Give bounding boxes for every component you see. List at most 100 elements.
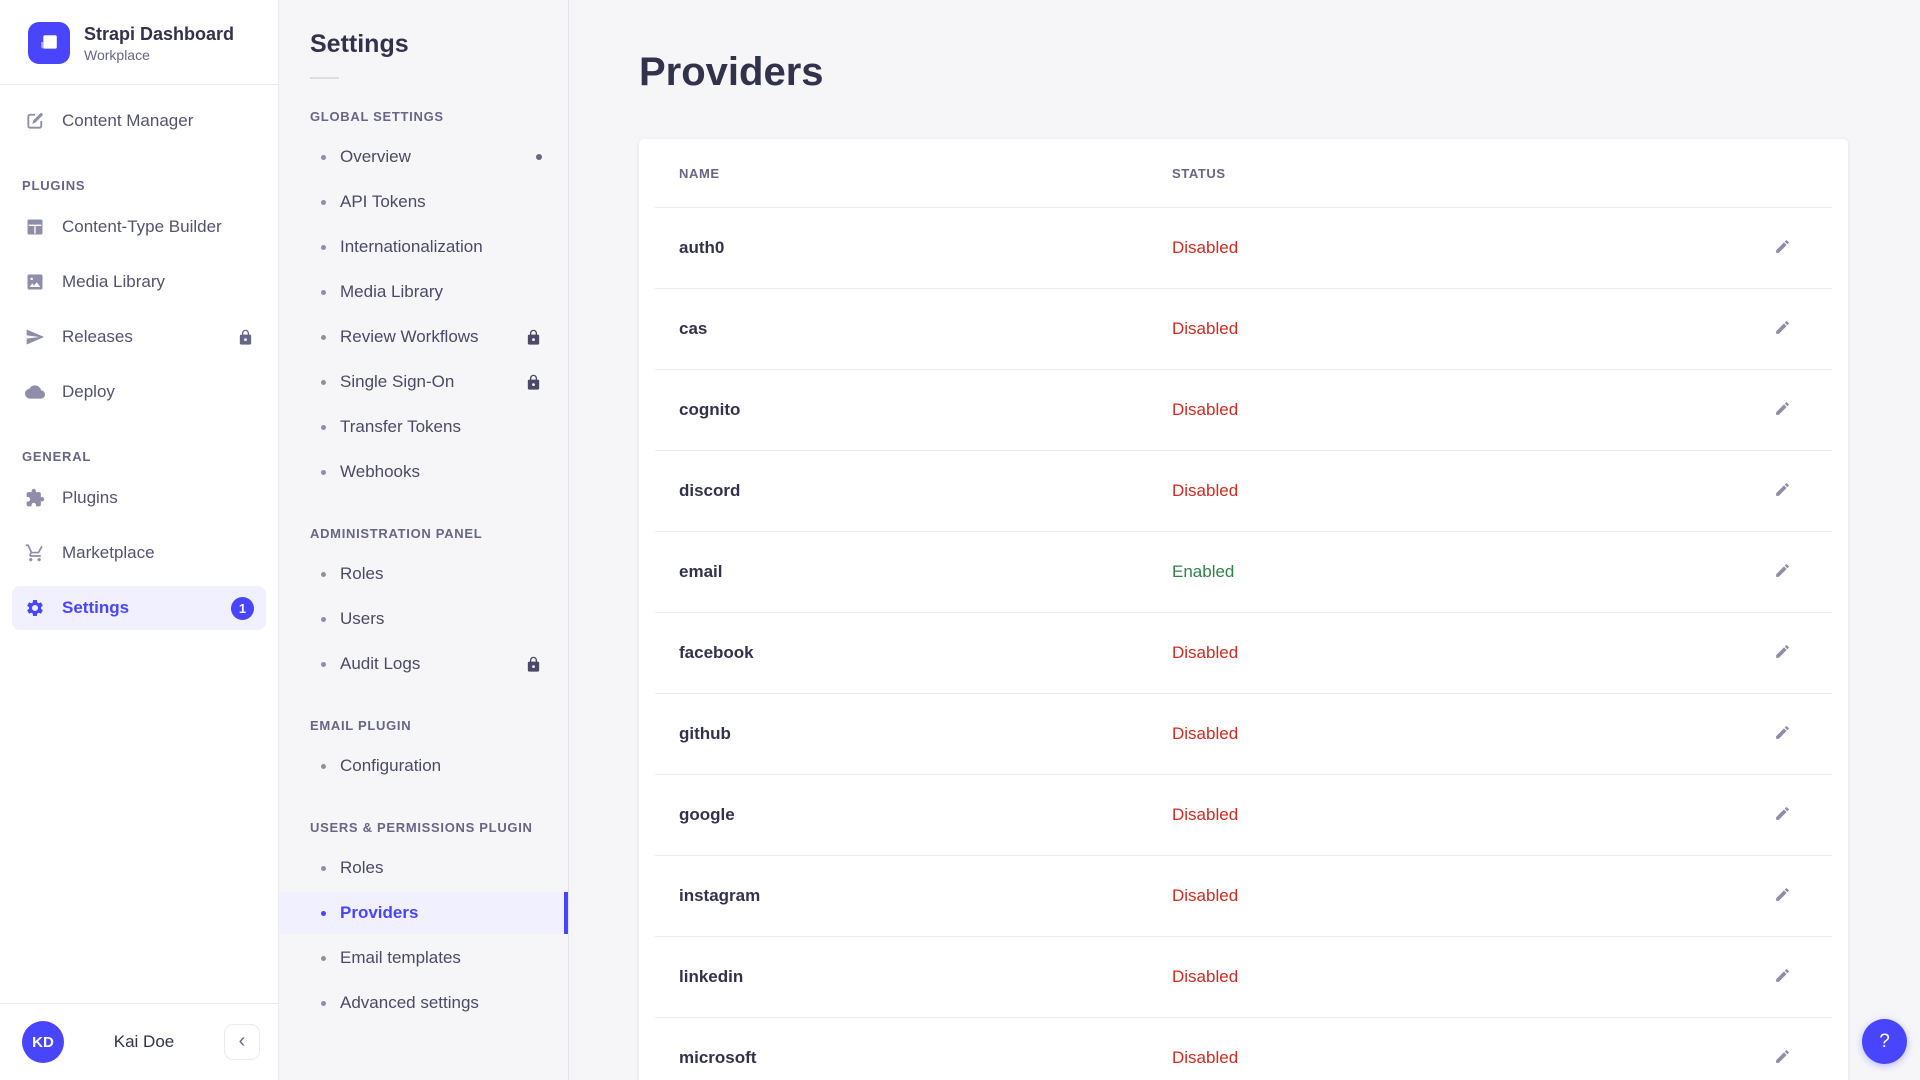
subnav-item-label: API Tokens bbox=[340, 192, 426, 211]
subnav-section-label: GLOBAL SETTINGS bbox=[310, 109, 444, 124]
lock-icon bbox=[525, 374, 542, 391]
subnav-item-transfer-tokens[interactable]: Transfer Tokens bbox=[279, 406, 568, 448]
edit-provider-button[interactable] bbox=[1764, 473, 1800, 509]
sidebar-item-label: Plugins bbox=[62, 488, 118, 507]
edit-provider-button[interactable] bbox=[1764, 797, 1800, 833]
provider-status: Disabled bbox=[1172, 481, 1239, 500]
subnav-item-label: Roles bbox=[340, 564, 384, 583]
edit-provider-button[interactable] bbox=[1764, 1040, 1800, 1076]
bullet-icon bbox=[321, 910, 326, 916]
sidebar-item-releases[interactable]: Releases bbox=[12, 315, 266, 359]
table-row: auth0 Disabled bbox=[639, 208, 1848, 288]
subnav-item-label: Transfer Tokens bbox=[340, 417, 461, 436]
strapi-logo-icon bbox=[28, 22, 70, 64]
subnav-item-configuration[interactable]: Configuration bbox=[279, 745, 568, 787]
lock-icon bbox=[237, 329, 254, 346]
row-divider bbox=[655, 693, 1832, 694]
sidebar-item-plugins[interactable]: Plugins bbox=[12, 476, 266, 520]
edit-provider-button[interactable] bbox=[1764, 230, 1800, 266]
table-row: cas Disabled bbox=[639, 289, 1848, 369]
pencil-icon bbox=[1774, 886, 1791, 906]
table-row: github Disabled bbox=[639, 694, 1848, 774]
grid-icon bbox=[24, 216, 46, 238]
subnav-item-label: Email templates bbox=[340, 948, 461, 967]
sidebar-item-label: Content Manager bbox=[62, 111, 194, 130]
sidebar-item-label: Marketplace bbox=[62, 543, 155, 562]
pencil-icon bbox=[1774, 481, 1791, 501]
edit-provider-button[interactable] bbox=[1764, 392, 1800, 428]
sidebar-item-marketplace[interactable]: Marketplace bbox=[12, 531, 266, 575]
subnav-item-api-tokens[interactable]: API Tokens bbox=[279, 181, 568, 223]
pencil-icon bbox=[1774, 238, 1791, 258]
subnav-item-audit-logs[interactable]: Audit Logs bbox=[279, 643, 568, 685]
sidebar-nav: Content Manager PLUGINS Content-Type Build… bbox=[0, 85, 278, 649]
collapse-sidebar-button[interactable]: ‹ bbox=[224, 1024, 260, 1060]
bullet-icon bbox=[321, 469, 326, 475]
pencil-icon bbox=[1774, 562, 1791, 582]
table-divider bbox=[655, 207, 1832, 208]
avatar[interactable]: KD bbox=[22, 1021, 64, 1063]
bullet-icon bbox=[321, 154, 326, 160]
sidebar-item-label: Settings bbox=[62, 598, 130, 617]
subnav-item-label: Single Sign-On bbox=[340, 372, 455, 391]
subnav-item-media-library[interactable]: Media Library bbox=[279, 271, 568, 313]
subnav-item-single-sign-on[interactable]: Single Sign-On bbox=[279, 361, 568, 403]
sidebar-footer: KD Kai Doe ‹ bbox=[0, 1003, 278, 1080]
workspace-brand[interactable]: Strapi Dashboard Workplace bbox=[0, 0, 278, 85]
bullet-icon bbox=[321, 763, 326, 769]
edit-provider-button[interactable] bbox=[1764, 635, 1800, 671]
cloud-icon bbox=[24, 381, 46, 403]
edit-provider-button[interactable] bbox=[1764, 716, 1800, 752]
edit-provider-button[interactable] bbox=[1764, 959, 1800, 995]
table-row: instagram Disabled bbox=[639, 856, 1848, 936]
subnav-item-providers[interactable]: Providers bbox=[279, 892, 568, 934]
subnav-item-email-templates[interactable]: Email templates bbox=[279, 937, 568, 979]
pen-icon bbox=[24, 110, 46, 132]
subnav-item-label: Internationalization bbox=[340, 237, 483, 256]
help-button[interactable]: ? bbox=[1862, 1019, 1907, 1064]
bullet-icon bbox=[321, 289, 326, 295]
subnav-item-label: Advanced settings bbox=[340, 993, 479, 1012]
provider-status: Disabled bbox=[1172, 643, 1239, 662]
subnav-item-label: Audit Logs bbox=[340, 654, 421, 673]
bullet-icon bbox=[321, 571, 326, 577]
sidebar-item-settings[interactable]: Settings 1 bbox=[12, 586, 266, 630]
provider-status: Disabled bbox=[1172, 1048, 1239, 1067]
table-row: microsoft Disabled bbox=[639, 1018, 1848, 1080]
edit-provider-button[interactable] bbox=[1764, 878, 1800, 914]
subnav-item-internationalization[interactable]: Internationalization bbox=[279, 226, 568, 268]
sidebar-section-label: PLUGINS bbox=[22, 178, 86, 193]
edit-provider-button[interactable] bbox=[1764, 554, 1800, 590]
subnav-item-roles[interactable]: Roles bbox=[279, 553, 568, 595]
table-row: email Enabled bbox=[639, 532, 1848, 612]
bullet-icon bbox=[321, 1000, 326, 1006]
subnav-item-label: Overview bbox=[340, 147, 411, 166]
row-divider bbox=[655, 936, 1832, 937]
subnav-item-roles[interactable]: Roles bbox=[279, 847, 568, 889]
providers-table: NAME STATUS auth0 Disabled cas Disabled cogni… bbox=[639, 139, 1848, 1080]
subnav-item-advanced-settings[interactable]: Advanced settings bbox=[279, 982, 568, 1024]
subnav-item-webhooks[interactable]: Webhooks bbox=[279, 451, 568, 493]
subnav-item-users[interactable]: Users bbox=[279, 598, 568, 640]
chevron-left-icon: ‹ bbox=[238, 1029, 246, 1052]
edit-provider-button[interactable] bbox=[1764, 311, 1800, 347]
provider-status: Disabled bbox=[1172, 400, 1239, 419]
bullet-icon bbox=[321, 244, 326, 250]
sidebar-item-content-manager[interactable]: Content Manager bbox=[12, 99, 266, 143]
bullet-icon bbox=[321, 334, 326, 340]
row-divider bbox=[655, 450, 1832, 451]
table-row: cognito Disabled bbox=[639, 370, 1848, 450]
bullet-icon bbox=[321, 616, 326, 622]
provider-name: google bbox=[679, 805, 735, 824]
settings-subnav: Settings GLOBAL SETTINGS Overview API Toke… bbox=[279, 0, 569, 1080]
provider-status: Disabled bbox=[1172, 886, 1239, 905]
sidebar-item-content-type-builder[interactable]: Content-Type Builder bbox=[12, 205, 266, 249]
row-divider bbox=[655, 531, 1832, 532]
sidebar-item-media-library[interactable]: Media Library bbox=[12, 260, 266, 304]
subnav-item-overview[interactable]: Overview bbox=[279, 136, 568, 178]
subnav-item-review-workflows[interactable]: Review Workflows bbox=[279, 316, 568, 358]
provider-name: auth0 bbox=[679, 238, 725, 257]
notification-dot-icon bbox=[536, 154, 542, 160]
image-icon bbox=[24, 271, 46, 293]
sidebar-item-deploy[interactable]: Deploy bbox=[12, 370, 266, 414]
